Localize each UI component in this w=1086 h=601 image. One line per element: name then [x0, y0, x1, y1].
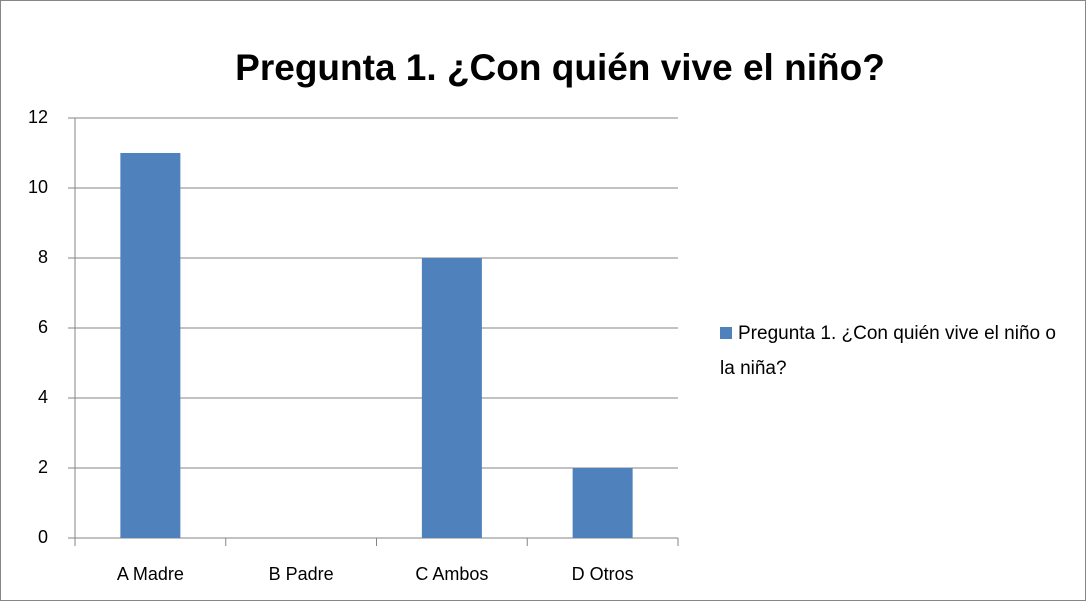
y-tick-label: 12: [28, 107, 48, 127]
y-tick-label: 4: [38, 387, 48, 407]
legend-swatch: [720, 327, 732, 339]
bar: [120, 153, 181, 538]
y-tick-label: 8: [38, 247, 48, 267]
y-tick-label: 6: [38, 317, 48, 337]
y-tick-label: 0: [38, 527, 48, 547]
bar: [421, 258, 482, 538]
legend: Pregunta 1. ¿Con quién vive el niño o la…: [720, 316, 1060, 386]
x-tick-label: C Ambos: [415, 564, 488, 584]
y-tick-label: 10: [28, 177, 48, 197]
chart-title: Pregunta 1. ¿Con quién vive el niño?: [235, 47, 885, 88]
x-tick-label: B Padre: [269, 564, 334, 584]
x-tick-label: A Madre: [117, 564, 184, 584]
legend-label: Pregunta 1. ¿Con quién vive el niño o la…: [720, 323, 1056, 379]
x-tick-label: D Otros: [572, 564, 634, 584]
bar: [572, 468, 633, 538]
y-tick-label: 2: [38, 457, 48, 477]
